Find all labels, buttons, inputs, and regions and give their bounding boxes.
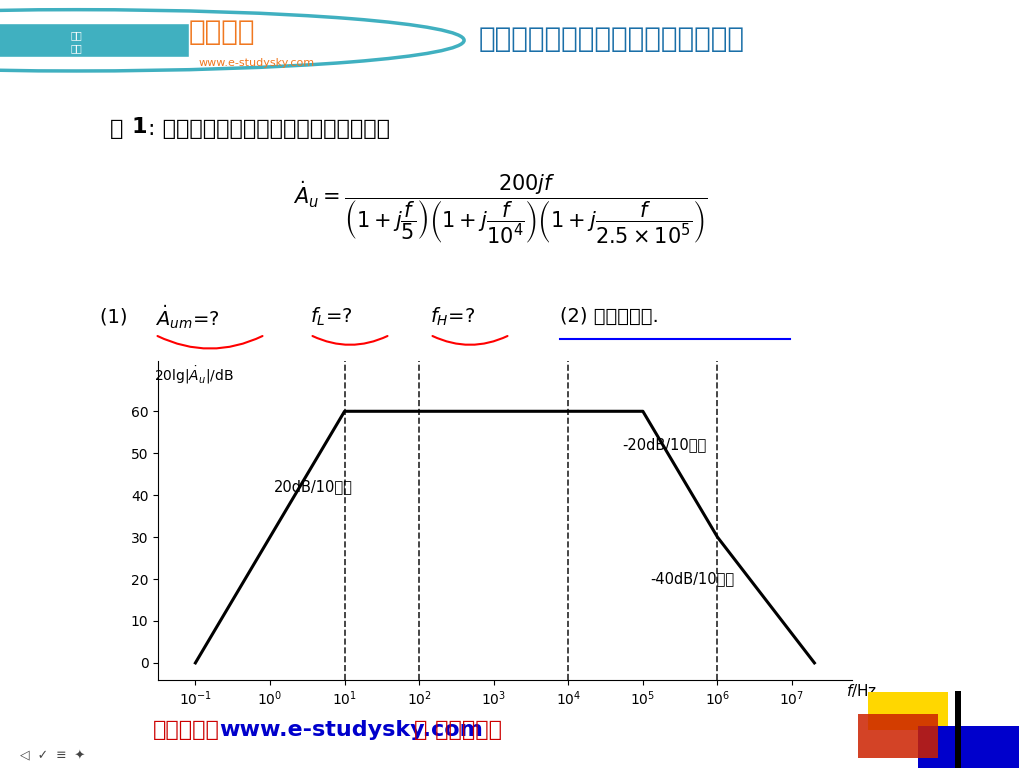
Text: $f_L$=?: $f_L$=? <box>310 306 352 328</box>
Text: 网学天地（: 网学天地（ <box>152 720 219 740</box>
Text: 网学: 网学 <box>70 31 83 41</box>
Text: (2) 画出波特图.: (2) 画出波特图. <box>559 307 658 326</box>
FancyBboxPatch shape <box>0 23 189 58</box>
Text: www.e-studysky.com: www.e-studysky.com <box>199 58 315 68</box>
Bar <box>917 726 1019 768</box>
Text: ◁  ✓  ≡  ✦: ◁ ✓ ≡ ✦ <box>20 750 85 763</box>
Text: 天地: 天地 <box>70 43 83 54</box>
Text: $\dot{A}_u = \dfrac{200jf}{\left(1+j\dfrac{f}{5}\right)\left(1+j\dfrac{f}{10^4}\: $\dot{A}_u = \dfrac{200jf}{\left(1+j\dfr… <box>292 172 706 246</box>
Text: 网學天地: 网學天地 <box>189 18 255 46</box>
Text: 《模拟电子技术基础》考点强化教程: 《模拟电子技术基础》考点强化教程 <box>479 25 744 53</box>
Bar <box>954 691 960 768</box>
Text: (1): (1) <box>100 307 133 326</box>
Text: $f$/Hz: $f$/Hz <box>845 682 876 699</box>
Text: -20dB/10倍频: -20dB/10倍频 <box>622 437 705 452</box>
Text: 20dB/10倍频: 20dB/10倍频 <box>273 479 353 494</box>
Text: $f_H$=?: $f_H$=? <box>430 306 475 328</box>
Text: -40dB/10倍频: -40dB/10倍频 <box>650 571 734 586</box>
Bar <box>857 714 937 758</box>
Text: www.e-studysky.com: www.e-studysky.com <box>219 720 483 740</box>
Text: 1: 1 <box>131 118 148 137</box>
Text: : 已知两级共射放大电路的电压放大倍数: : 已知两级共射放大电路的电压放大倍数 <box>148 119 389 139</box>
Text: $\dot{A}_{um}$=?: $\dot{A}_{um}$=? <box>155 303 219 331</box>
Text: 例: 例 <box>110 119 123 139</box>
Text: $20\lg|\dot{A}_u|$/dB: $20\lg|\dot{A}_u|$/dB <box>154 365 234 386</box>
Text: ） 版权所有！: ） 版权所有！ <box>414 720 501 740</box>
Bar <box>867 692 947 730</box>
